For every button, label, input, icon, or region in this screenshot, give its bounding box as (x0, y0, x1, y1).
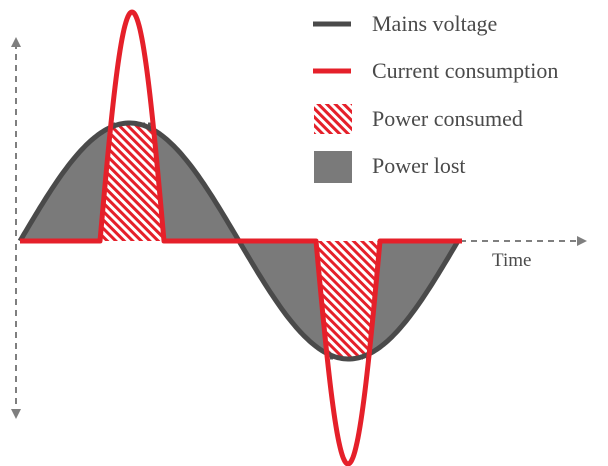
power-consumed-positive-area (100, 123, 164, 241)
legend-consumed-label: Power consumed (372, 106, 523, 131)
legend-consumed-swatch (314, 104, 352, 134)
legend-lost-swatch (314, 151, 352, 183)
legend-voltage-label: Mains voltage (372, 11, 497, 36)
legend-lost-label: Power lost (372, 153, 466, 178)
legend-current-label: Current consumption (372, 58, 558, 83)
power-consumed-negative-area (316, 241, 380, 359)
time-axis-label: Time (492, 250, 531, 271)
current-consumption-curve (20, 9, 462, 466)
legend: Mains voltage Current consumption Power … (313, 11, 558, 183)
